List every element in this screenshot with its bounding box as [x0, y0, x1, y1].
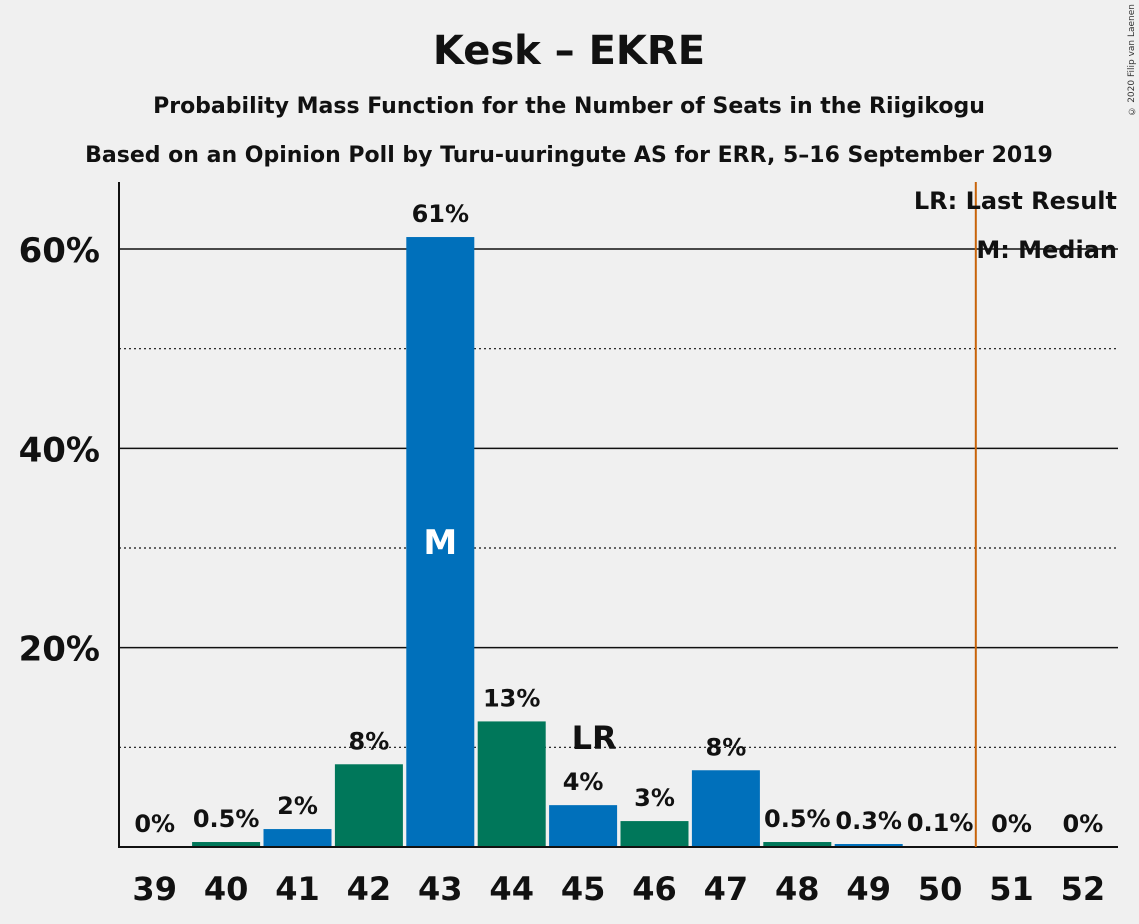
data-label: 4% [563, 768, 604, 796]
x-tick-label: 46 [632, 870, 677, 908]
gridlines [119, 248, 1118, 748]
bar-45 [549, 805, 618, 847]
x-tick-label: 42 [347, 870, 392, 908]
bar-46 [620, 821, 689, 847]
data-label: 0.5% [193, 805, 260, 833]
bar-48 [763, 842, 832, 847]
data-label: 8% [349, 727, 390, 755]
last-result-marker: LR [572, 719, 617, 757]
legend-last-result: LR: Last Result [914, 187, 1117, 215]
bar-41 [263, 829, 332, 847]
x-tick-label: 48 [775, 870, 820, 908]
x-tick-label: 44 [489, 870, 534, 908]
x-tick-label: 43 [418, 870, 463, 908]
x-tick-label: 49 [846, 870, 891, 908]
y-tick-label: 20% [19, 630, 100, 670]
x-tick-label: 45 [561, 870, 606, 908]
data-label: 0.3% [835, 807, 902, 835]
data-label: 0% [1063, 810, 1104, 838]
data-label: 13% [483, 684, 540, 712]
data-label: 0% [134, 810, 175, 838]
bar-47 [691, 770, 760, 847]
bar-49 [834, 844, 903, 847]
x-tick-label: 52 [1061, 870, 1106, 908]
legend: LR: Last Result M: Median [914, 187, 1117, 264]
chart-subtitle-1: Probability Mass Function for the Number… [153, 94, 985, 119]
bar-40 [192, 842, 261, 847]
chart-subtitle-2: Based on an Opinion Poll by Turu-uuringu… [85, 143, 1053, 168]
data-label: 0% [991, 810, 1032, 838]
x-tick-label: 39 [132, 870, 177, 908]
data-labels: 0% 0.5% 2%8%61%M13%4%LR3%8%0.5% 0.3% 0.1% 0% 0… [134, 200, 1103, 838]
bar-42 [334, 764, 403, 847]
legend-median: M: Median [976, 236, 1117, 264]
y-tick-label: 60% [19, 231, 100, 271]
x-tick-label: 40 [204, 870, 249, 908]
data-label: 2% [277, 792, 318, 820]
chart-title: Kesk – EKRE [433, 28, 705, 74]
x-tick-label: 41 [275, 870, 320, 908]
x-tick-label: 50 [918, 870, 963, 908]
data-label: 61% [412, 200, 469, 228]
copyright-notice: © 2020 Filip van Laenen [1127, 4, 1137, 116]
data-label: 8% [706, 733, 747, 761]
bar-44 [477, 721, 546, 847]
x-tick-label: 51 [989, 870, 1034, 908]
axes: 20% 40% 60% 39 40 41 42 43 44 45 46 47 48 49 50 51 52 [19, 182, 1118, 908]
median-marker: M [423, 523, 457, 563]
data-label: 0.1% [907, 809, 974, 837]
data-label: 3% [634, 784, 675, 812]
bar-43 [406, 237, 475, 848]
bars [192, 237, 975, 848]
y-tick-label: 40% [19, 430, 100, 470]
data-label: 0.5% [764, 805, 831, 833]
x-tick-label: 47 [704, 870, 749, 908]
